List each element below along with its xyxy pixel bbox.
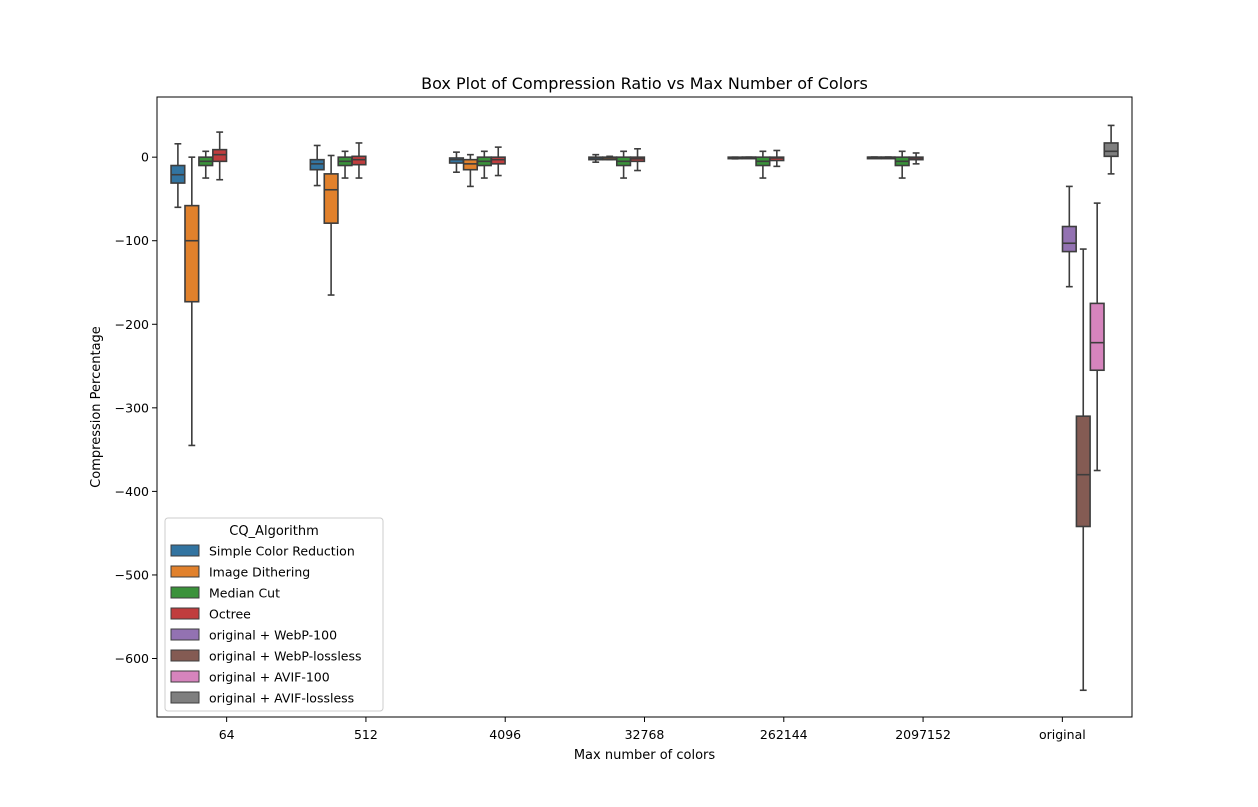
y-tick-label: −200	[115, 317, 149, 332]
iqr-box	[1089, 302, 1105, 372]
legend-swatch	[170, 586, 200, 599]
legend-swatch	[170, 565, 200, 578]
legend-frame	[164, 517, 384, 712]
y-tick-label: −500	[115, 567, 149, 582]
x-tick-label: 2097152	[895, 727, 951, 742]
box-image-dithering-2097152	[880, 156, 896, 160]
legend-title: CQ_Algorithm	[229, 524, 318, 539]
y-tick-label: −400	[115, 484, 149, 499]
legend-label: original + WebP-lossless	[209, 649, 362, 664]
box-image-dithering-4096	[462, 153, 479, 188]
iqr-box	[448, 157, 465, 164]
legend-label: original + AVIF-lossless	[209, 691, 354, 706]
y-tick-label: 0	[141, 150, 149, 165]
legend-item-image-dithering: Image Dithering	[170, 565, 310, 580]
y-tick-label: −600	[115, 651, 149, 666]
box-image-dithering-262144	[741, 156, 757, 160]
iqr-box	[212, 148, 228, 163]
box-median-cut-2097152	[894, 150, 910, 179]
box-octree-64	[212, 131, 228, 181]
box-simple-color-reduction-512	[309, 144, 325, 187]
legend-swatch	[170, 628, 200, 641]
legend-item-original-webp-lossless: original + WebP-lossless	[170, 649, 362, 664]
box-octree-4096	[490, 146, 506, 177]
y-tick-label: −300	[115, 400, 149, 415]
x-tick-label: original	[1039, 727, 1086, 742]
box-original-webp-lossless-original	[1075, 248, 1091, 692]
y-axis: 0 −100 −200 −300 −400 −500 −600	[115, 150, 157, 666]
x-axis: 64 512 4096 32768 262144 2097152 original	[219, 717, 1086, 742]
box-octree-32768	[629, 148, 646, 172]
chart-title: Box Plot of Compression Ratio vs Max Num…	[421, 74, 868, 93]
legend-item-simple-color-reduction: Simple Color Reduction	[170, 544, 355, 559]
x-axis-label: Max number of colors	[574, 748, 716, 763]
legend-item-median-cut: Median Cut	[170, 586, 280, 601]
box-original-webp-100-original	[1061, 185, 1077, 288]
iqr-box	[462, 158, 479, 171]
box-median-cut-4096	[476, 150, 492, 179]
legend-label: Median Cut	[209, 586, 280, 601]
x-tick-label: 32768	[625, 727, 665, 742]
box-groups	[170, 124, 1119, 692]
legend-item-original-webp-100: original + WebP-100	[170, 628, 337, 643]
iqr-box	[1061, 225, 1077, 253]
legend-label: Octree	[209, 607, 251, 622]
box-median-cut-32768	[615, 150, 632, 179]
box-original-avif-lossless-original	[1103, 124, 1119, 175]
y-tick-label: −100	[115, 233, 149, 248]
iqr-box	[184, 204, 200, 303]
legend-swatch	[170, 649, 200, 662]
legend-item-original-avif-lossless: original + AVIF-lossless	[170, 691, 354, 706]
iqr-box	[351, 155, 367, 166]
box-image-dithering-32768	[602, 155, 618, 161]
box-simple-color-reduction-262144	[727, 156, 743, 160]
iqr-box	[769, 156, 785, 162]
box-simple-color-reduction-64	[170, 142, 186, 209]
legend-swatch	[170, 691, 200, 704]
legend-label: Image Dithering	[209, 565, 310, 580]
box-octree-512	[351, 142, 367, 179]
legend-swatch	[170, 670, 200, 683]
legend-label: original + WebP-100	[209, 628, 337, 643]
legend-swatch	[170, 544, 200, 557]
x-tick-label: 4096	[489, 727, 521, 742]
legend-label: original + AVIF-100	[209, 670, 330, 685]
box-octree-262144	[769, 149, 785, 168]
box-image-dithering-64	[184, 156, 200, 447]
box-original-avif-100-original	[1089, 202, 1105, 472]
x-tick-label: 64	[219, 727, 235, 742]
x-tick-label: 512	[354, 727, 378, 742]
box-simple-color-reduction-2097152	[866, 156, 882, 160]
iqr-box	[490, 156, 506, 165]
y-axis-label: Compression Percentage	[89, 326, 104, 488]
box-image-dithering-512	[323, 154, 339, 296]
legend-item-original-avif-100: original + AVIF-100	[170, 670, 330, 685]
legend-item-octree: Octree	[170, 607, 251, 622]
iqr-box	[1075, 415, 1091, 528]
legend: CQ_Algorithm Simple Color Reduction Image…	[164, 517, 384, 712]
iqr-box	[323, 173, 339, 224]
box-octree-2097152	[908, 152, 924, 165]
iqr-box	[1103, 142, 1119, 158]
legend-swatch	[170, 607, 200, 620]
box-median-cut-262144	[755, 150, 771, 179]
x-tick-label: 262144	[760, 727, 808, 742]
legend-label: Simple Color Reduction	[209, 544, 355, 559]
plot-frame	[156, 96, 1133, 718]
iqr-box	[309, 158, 325, 171]
